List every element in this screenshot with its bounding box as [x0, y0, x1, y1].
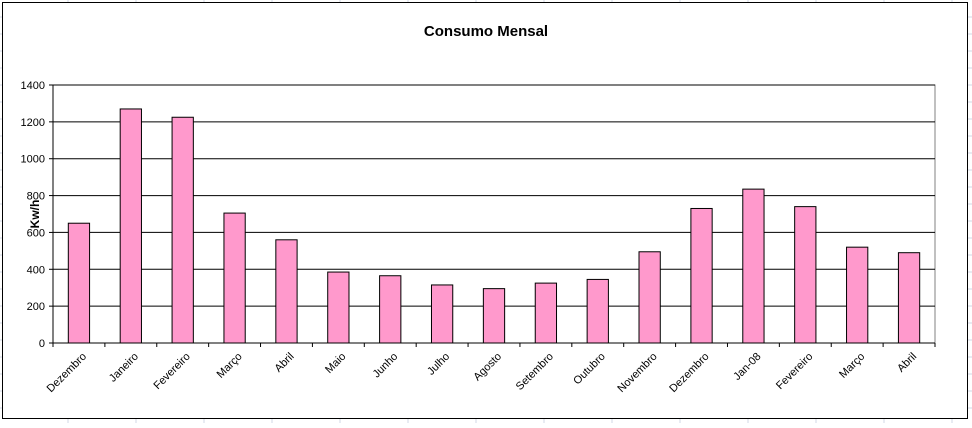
x-category-label: Março — [215, 351, 245, 381]
x-category-label: Março — [837, 351, 867, 381]
chart-title: Consumo Mensal — [423, 23, 549, 40]
bar[interactable] — [638, 251, 661, 344]
x-category-label: Abril — [273, 351, 297, 375]
bar[interactable] — [742, 188, 765, 344]
x-category-label: Novembro — [615, 351, 659, 395]
y-tick-label: 0 — [39, 338, 45, 350]
bar-series — [67, 108, 921, 344]
x-category-labels: Dezembro Janeiro Fevereiro Março Abril Maio Ju… — [45, 351, 919, 395]
bar[interactable] — [690, 207, 713, 344]
y-tick-label: 600 — [27, 227, 45, 239]
axes — [49, 84, 936, 347]
gridlines — [52, 84, 936, 344]
bar[interactable] — [327, 271, 350, 344]
y-tick-labels: 0 200 400 600 800 1000 1200 1400 — [21, 80, 45, 350]
bar[interactable] — [586, 278, 609, 344]
x-category-label: Fevereiro — [151, 351, 192, 392]
x-category-label: Janeiro — [107, 351, 141, 385]
x-category-label: Fevereiro — [774, 351, 815, 392]
x-category-label: Julho — [425, 351, 452, 378]
y-tick-label: 400 — [27, 264, 45, 276]
bar[interactable] — [171, 116, 194, 344]
bar[interactable] — [482, 288, 506, 344]
bar[interactable] — [794, 206, 817, 344]
bar[interactable] — [275, 239, 298, 344]
plot-area: 0 200 400 600 800 1000 1200 1400 Dezembro Janeir… — [21, 80, 936, 395]
x-category-label: Maio — [323, 351, 348, 376]
bar[interactable] — [119, 108, 142, 344]
x-category-label: Dezembro — [667, 351, 711, 395]
bar[interactable] — [897, 252, 921, 344]
bar[interactable] — [846, 246, 869, 344]
chart-area[interactable]: Consumo Mensal 0 200 400 600 800 1000 1200 1400… — [2, 2, 968, 419]
y-tick-label: 200 — [27, 301, 45, 313]
y-tick-label: 800 — [27, 191, 45, 203]
bar[interactable] — [430, 284, 454, 344]
x-category-label: Jan-08 — [731, 351, 763, 383]
y-tick-label: 1200 — [21, 117, 45, 129]
x-category-label: Dezembro — [45, 351, 89, 395]
bar[interactable] — [534, 282, 558, 344]
x-category-label: Outubro — [571, 351, 608, 388]
x-category-label: Agosto — [471, 351, 504, 384]
x-category-label: Abril — [895, 351, 919, 375]
x-category-label: Setembro — [514, 351, 556, 393]
bar[interactable] — [67, 222, 91, 344]
y-tick-label: 1400 — [21, 80, 45, 92]
bar[interactable] — [223, 212, 246, 344]
x-category-label: Junho — [371, 351, 401, 381]
y-axis-title: Kw/h — [28, 200, 42, 229]
y-tick-label: 1000 — [21, 154, 45, 166]
bar[interactable] — [379, 275, 402, 344]
